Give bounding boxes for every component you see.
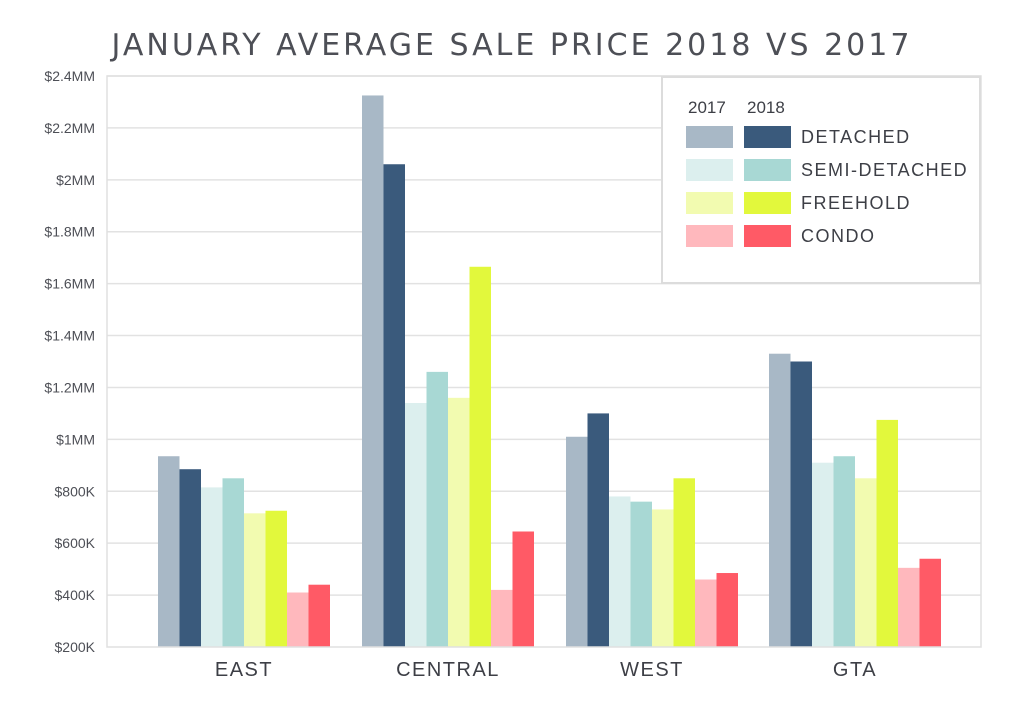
bar-central-condo-2018 [512, 531, 534, 647]
bar-central-condo-2017 [491, 589, 513, 647]
bar-gta-freehold-2017 [855, 478, 877, 647]
bar-gta-condo-2017 [898, 567, 920, 647]
y-tick-label: $600K [55, 535, 96, 551]
y-axis-tick-labels: $200K $400K $600K $800K $1MM $1.2MM $1.4MM $1.6… [44, 68, 95, 655]
y-tick-label: $400K [55, 587, 96, 603]
bar-west-freehold-2017 [652, 509, 674, 647]
bar-east-semi-detached-2017 [201, 487, 223, 647]
bar-east-condo-2018 [308, 584, 330, 647]
bar-gta-condo-2018 [919, 558, 941, 647]
bar-west-semi-detached-2018 [630, 501, 652, 647]
bar-west-detached-2018 [587, 413, 609, 647]
x-tick-label: GTA [833, 659, 877, 681]
legend-swatch-2018 [744, 159, 791, 181]
x-tick-label: WEST [620, 659, 684, 681]
bar-central-semi-detached-2018 [426, 371, 448, 647]
bar-gta-semi-detached-2017 [812, 462, 834, 647]
bar-central-semi-detached-2017 [405, 403, 427, 647]
y-tick-label: $1MM [56, 431, 95, 447]
bar-gta-detached-2017 [769, 353, 791, 647]
legend-year-2017: 2017 [688, 98, 726, 117]
bar-west-freehold-2018 [673, 478, 695, 647]
bar-central-freehold-2018 [469, 266, 491, 647]
y-tick-label: $1.4MM [44, 328, 95, 344]
y-tick-label: $800K [55, 483, 96, 499]
bars [158, 95, 941, 647]
bar-west-semi-detached-2017 [609, 496, 631, 647]
y-tick-label: $1.6MM [44, 276, 95, 292]
legend-label: DETACHED [801, 127, 911, 147]
bar-west-detached-2017 [566, 436, 588, 647]
bar-east-freehold-2017 [244, 513, 266, 647]
bar-west-condo-2018 [716, 573, 738, 647]
legend-swatch-2018 [744, 126, 791, 148]
legend-swatch-2017 [686, 225, 733, 247]
legend: 2017 2018 DETACHED SEMI-DETACHED FREEHOLD CON… [661, 76, 981, 284]
legend-year-2018: 2018 [747, 98, 785, 117]
legend-swatch-2018 [744, 192, 791, 214]
legend-label: SEMI-DETACHED [801, 160, 968, 180]
legend-swatch-2017 [686, 159, 733, 181]
y-tick-label: $2.2MM [44, 120, 95, 136]
x-tick-label: CENTRAL [396, 659, 500, 681]
bar-east-condo-2017 [287, 592, 309, 647]
bar-gta-freehold-2018 [876, 419, 898, 647]
x-tick-label: EAST [215, 659, 273, 681]
legend-swatch-2017 [686, 126, 733, 148]
y-tick-label: $1.2MM [44, 379, 95, 395]
y-tick-label: $2.4MM [44, 68, 95, 84]
chart-title: JANUARY AVERAGE SALE PRICE 2018 VS 2017 [110, 28, 913, 63]
bar-gta-semi-detached-2018 [833, 456, 855, 647]
y-tick-label: $2MM [56, 172, 95, 188]
bar-central-freehold-2017 [448, 397, 470, 647]
bar-east-detached-2017 [158, 456, 180, 647]
y-tick-label: $200K [55, 639, 96, 655]
x-axis-tick-labels: EAST CENTRAL WEST GTA [215, 659, 877, 681]
bar-east-detached-2018 [179, 469, 201, 647]
legend-swatch-2018 [744, 225, 791, 247]
legend-swatch-2017 [686, 192, 733, 214]
legend-label: CONDO [801, 226, 876, 246]
bar-east-freehold-2018 [265, 510, 287, 647]
bar-east-semi-detached-2018 [222, 478, 244, 647]
plot-area-frame [106, 75, 982, 648]
bar-west-condo-2017 [695, 579, 717, 647]
bar-central-detached-2017 [362, 95, 384, 647]
legend-label: FREEHOLD [801, 193, 911, 213]
y-tick-label: $1.8MM [44, 224, 95, 240]
bar-gta-detached-2018 [790, 361, 812, 647]
bar-central-detached-2018 [383, 164, 405, 647]
